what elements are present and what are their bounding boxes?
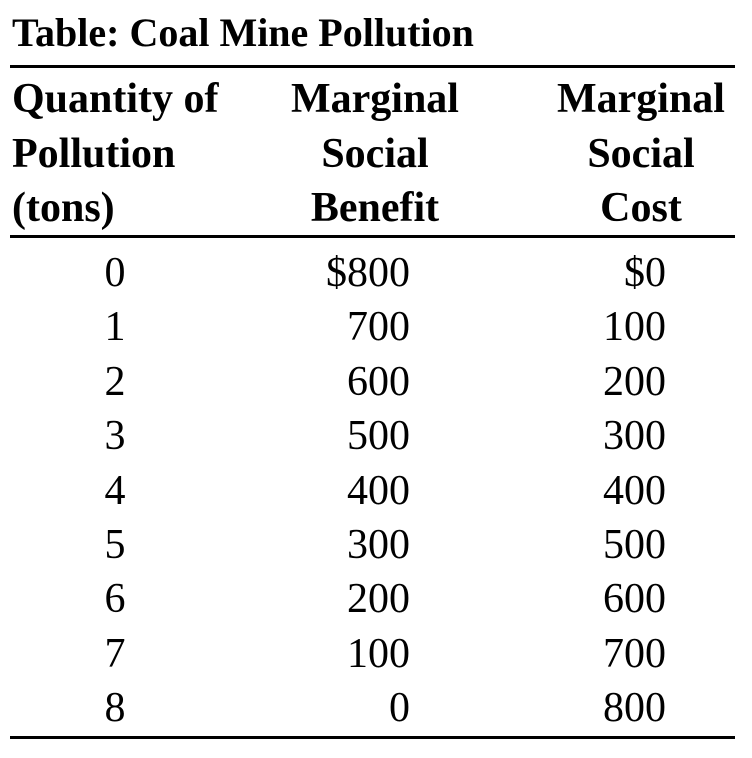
cell: 6: [104, 576, 126, 623]
cell: 0: [104, 250, 126, 296]
header-rule: [10, 235, 735, 238]
cell: 600: [603, 576, 666, 623]
cell: 200: [347, 576, 410, 623]
column-header: Social: [587, 131, 695, 177]
cell: 400: [347, 467, 410, 514]
column-header: Quantity of: [12, 76, 219, 122]
column-header: Social: [321, 131, 429, 177]
cell: 8: [104, 685, 126, 732]
cell: 200: [603, 358, 666, 405]
cell: 300: [603, 413, 666, 460]
cell: 500: [603, 522, 666, 568]
cell: 3: [104, 413, 126, 460]
column-header: Pollution: [12, 131, 176, 177]
cell: 4: [104, 467, 126, 514]
cell: $800: [326, 250, 410, 296]
cell: 700: [603, 630, 666, 677]
cell: 100: [347, 630, 410, 677]
cell: 700: [347, 304, 410, 351]
cell: 400: [603, 467, 666, 514]
table-title: Table: Coal Mine Pollution: [12, 10, 474, 55]
bottom-rule: [10, 736, 735, 739]
cell: 100: [603, 304, 666, 351]
column-header: (tons): [12, 185, 115, 231]
cell: 300: [347, 522, 410, 568]
cell: 7: [104, 630, 126, 677]
cell: 5: [104, 522, 126, 568]
cell: 2: [104, 358, 126, 405]
column-header: Cost: [600, 185, 682, 231]
cell: 800: [603, 685, 666, 732]
cell: 1: [104, 304, 126, 351]
column-header: Benefit: [310, 185, 440, 231]
cell: $0: [624, 250, 666, 296]
cell: 500: [347, 413, 410, 460]
top-rule: [10, 65, 735, 68]
cell: 0: [389, 685, 410, 732]
column-header: Marginal: [291, 76, 459, 122]
column-header: Marginal: [557, 76, 725, 122]
cell: 600: [347, 358, 410, 405]
